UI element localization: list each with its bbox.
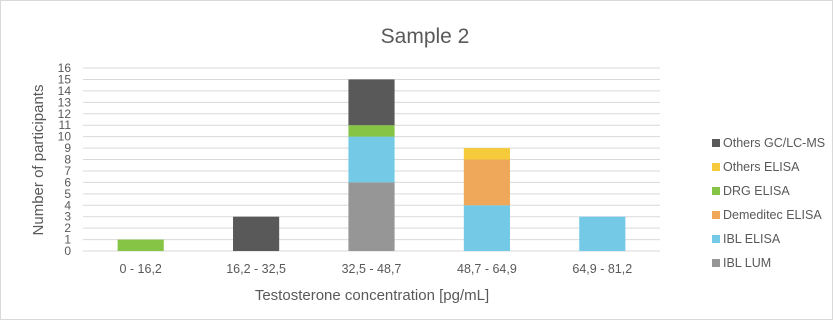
y-tick-label: 7 xyxy=(64,164,71,178)
legend-swatch xyxy=(712,187,720,195)
bar-segment xyxy=(348,136,395,183)
bar-segment xyxy=(233,216,280,251)
x-tick-label: 0 - 16,2 xyxy=(120,262,162,276)
y-tick-label: 10 xyxy=(58,130,72,144)
legend-swatch xyxy=(712,139,720,147)
y-tick-label: 3 xyxy=(64,210,71,224)
y-axis-title: Number of participants xyxy=(30,85,47,236)
bar-segment xyxy=(348,79,395,126)
bar-segment xyxy=(348,125,395,137)
y-tick-label: 15 xyxy=(58,72,72,86)
legend-label: IBL ELISA xyxy=(723,232,781,246)
x-tick-label: 16,2 - 32,5 xyxy=(226,262,286,276)
y-tick-label: 13 xyxy=(58,95,72,109)
bar-segment xyxy=(463,205,510,251)
y-tick-label: 9 xyxy=(64,141,71,155)
bar-segment xyxy=(463,148,510,160)
chart-title: Sample 2 xyxy=(381,25,470,48)
legend-swatch xyxy=(712,235,720,243)
x-tick-labels: 0 - 16,2 16,2 - 32,5 32,5 - 48,7 48,7 - 64,… xyxy=(120,262,633,276)
legend-label: IBL LUM xyxy=(723,256,772,270)
y-tick-label: 4 xyxy=(64,198,71,212)
bar-segment xyxy=(117,239,164,251)
y-tick-label: 12 xyxy=(58,107,72,121)
bar-segment xyxy=(463,159,510,206)
y-tick-label: 11 xyxy=(59,118,72,132)
legend-label: Others ELISA xyxy=(723,160,800,174)
bars xyxy=(117,79,626,251)
legend-label: Others GC/LC-MS xyxy=(723,136,826,150)
bar-segment xyxy=(348,182,395,251)
y-tick-label: 2 xyxy=(64,221,71,235)
y-tick-label: 14 xyxy=(58,84,72,98)
legend-label: DRG ELISA xyxy=(723,184,790,198)
y-tick-label: 6 xyxy=(64,175,71,189)
y-tick-label: 16 xyxy=(58,61,72,75)
y-tick-label: 5 xyxy=(64,187,71,201)
legend-swatch xyxy=(712,163,720,171)
bar-segment xyxy=(579,216,626,251)
legend-swatch xyxy=(712,211,720,219)
y-tick-label: 0 xyxy=(64,244,71,258)
y-tick-label: 1 xyxy=(64,233,71,247)
y-tick-label: 8 xyxy=(64,153,71,167)
x-tick-label: 32,5 - 48,7 xyxy=(342,262,402,276)
legend-label: Demeditec ELISA xyxy=(723,208,822,222)
x-tick-label: 64,9 - 81,2 xyxy=(572,262,632,276)
x-tick-label: 48,7 - 64,9 xyxy=(457,262,517,276)
x-axis-title: Testosterone concentration [pg/mL] xyxy=(255,287,489,304)
legend-swatch xyxy=(712,259,720,267)
